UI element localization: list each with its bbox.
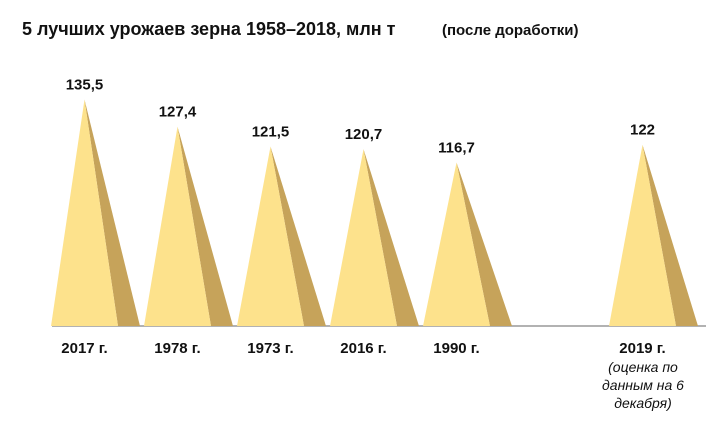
value-label: 121,5: [252, 123, 290, 140]
value-label: 120,7: [345, 126, 383, 143]
pyramid-side: [270, 146, 326, 326]
value-label: 116,7: [438, 140, 475, 157]
pyramid-front: [51, 99, 118, 327]
x-tick-label: 2019 г.: [619, 340, 665, 357]
pyramid-front: [423, 162, 490, 326]
pyramid-side: [363, 149, 419, 326]
x-tick-label: 2016 г.: [340, 340, 386, 357]
pyramid-front: [237, 146, 304, 326]
x-tick-label: 2017 г.: [61, 340, 107, 357]
pyramid-side: [456, 162, 512, 326]
x-tick-label: 1973 г.: [247, 340, 293, 357]
pyramid-side: [177, 126, 233, 327]
value-label: 122: [630, 122, 655, 139]
chart-subtitle: (после доработки): [442, 22, 579, 39]
pyramid-front: [330, 149, 397, 326]
pyramid-front: [144, 126, 211, 327]
chart-title: 5 лучших урожаев зерна 1958–2018, млн т: [22, 19, 396, 39]
x-tick-label: 1990 г.: [433, 340, 479, 357]
pyramid-front: [609, 144, 676, 326]
pyramid-side: [642, 144, 698, 326]
x-tick-label: 1978 г.: [154, 340, 200, 357]
pyramid-side: [84, 99, 140, 327]
annotation: (оценка по данным на 6 декабря): [602, 359, 684, 411]
value-label: 135,5: [66, 76, 104, 93]
value-label: 127,4: [159, 104, 197, 121]
